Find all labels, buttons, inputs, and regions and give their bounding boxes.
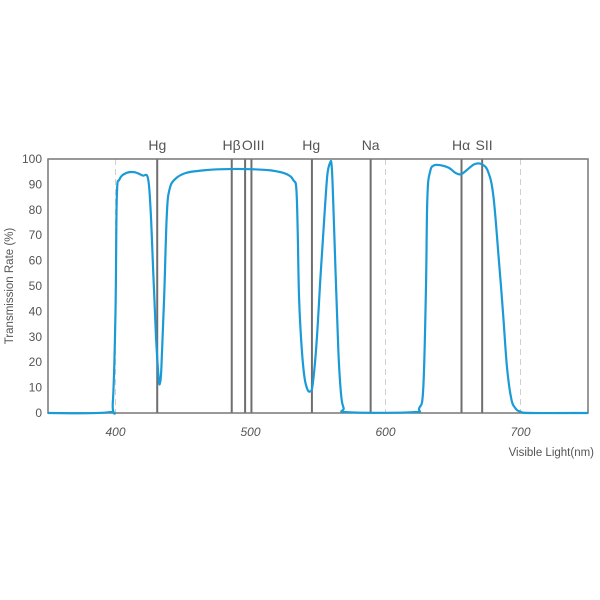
x-tick-label: 700 — [510, 425, 530, 439]
transmission-curve — [47, 159, 589, 415]
y-tick-label: 0 — [35, 406, 42, 420]
y-axis-title: Transmission Rate (%) — [4, 228, 16, 345]
emission-line-label: Na — [362, 137, 380, 153]
emission-line-label: Hα — [452, 137, 470, 153]
x-axis-title: Visible Light(nm) — [509, 447, 595, 459]
y-tick-label: 70 — [29, 228, 43, 242]
emission-line-labels: Hg Hβ OIII Hg Na Hα SII — [148, 137, 492, 153]
y-axis-ticks: 0 10 20 30 40 50 60 70 80 90 100 — [22, 152, 42, 420]
x-tick-label: 400 — [105, 425, 125, 439]
emission-line-label: SII — [475, 137, 492, 153]
y-tick-label: 90 — [29, 177, 43, 191]
y-tick-label: 40 — [29, 304, 43, 318]
x-tick-label: 600 — [375, 425, 395, 439]
x-tick-label: 500 — [240, 425, 260, 439]
emission-line-label: Hg — [302, 137, 320, 153]
plot-border — [47, 158, 589, 414]
emission-line-label: OIII — [242, 137, 265, 153]
y-tick-label: 100 — [22, 152, 42, 166]
y-tick-label: 50 — [29, 279, 43, 293]
dashed-gridlines — [115, 159, 521, 413]
x-axis-ticks: 400 500 600 700 — [105, 425, 530, 439]
emission-line-label: Hβ — [223, 137, 241, 153]
y-tick-label: 60 — [29, 254, 43, 268]
y-tick-label: 80 — [29, 203, 43, 217]
y-tick-label: 30 — [29, 330, 43, 344]
curve-layer — [47, 159, 589, 415]
plot-frame — [47, 158, 589, 414]
emission-line-label: Hg — [148, 137, 166, 153]
emission-lines — [156, 159, 484, 413]
y-tick-label: 20 — [29, 355, 43, 369]
y-tick-label: 10 — [29, 381, 43, 395]
